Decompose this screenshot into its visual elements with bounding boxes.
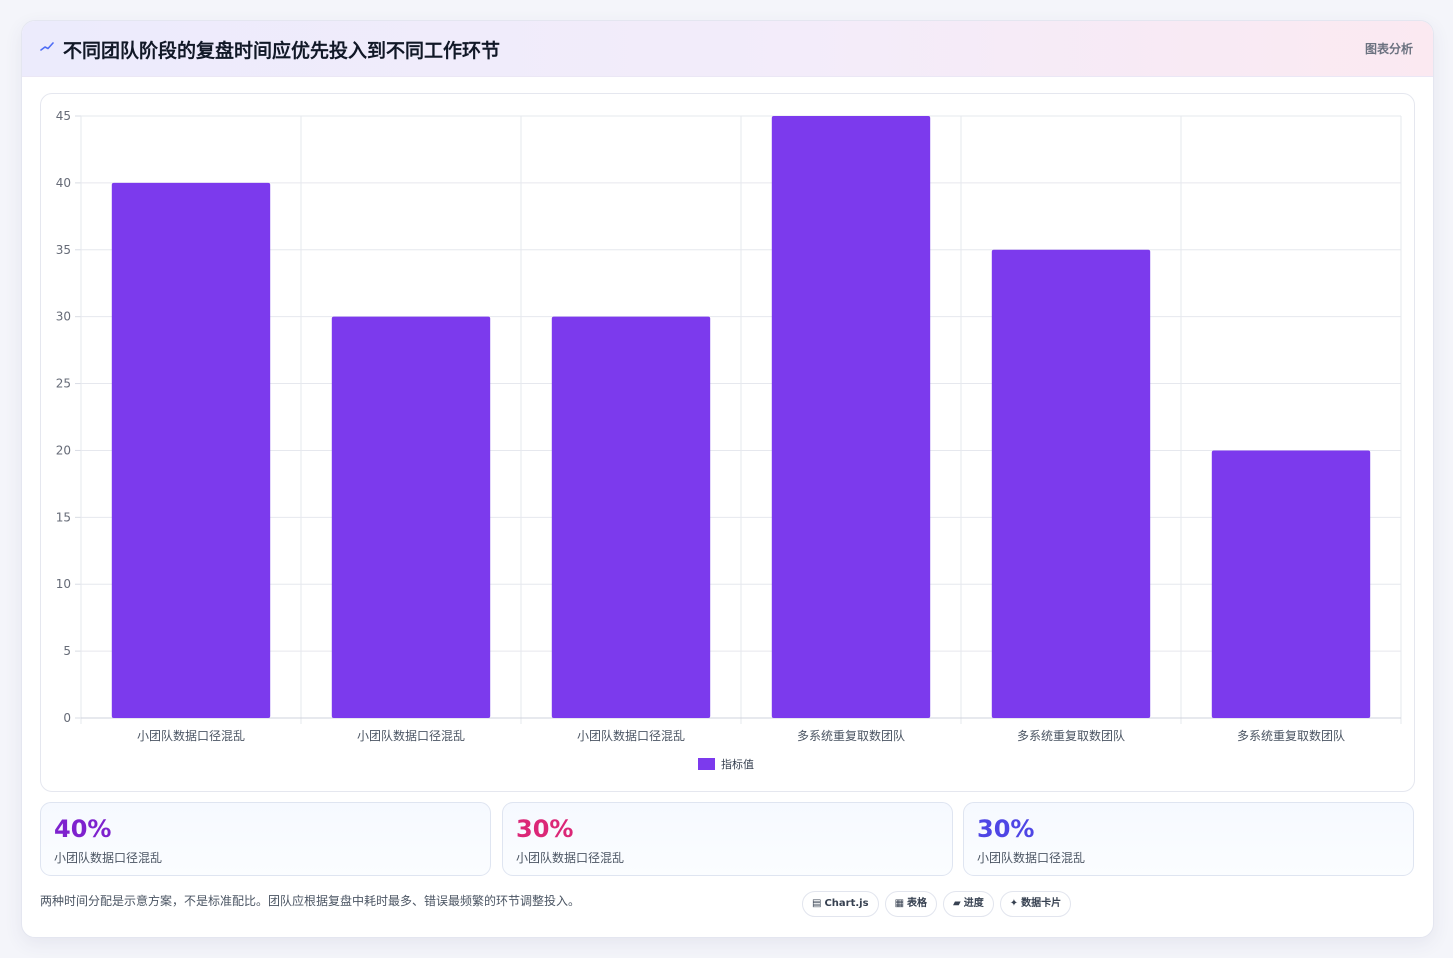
stat-label: 小团队数据口径混乱 (54, 851, 163, 865)
stat-card: 30% 小团队数据口径混乱 (502, 802, 953, 876)
bar (111, 182, 271, 718)
stat-value: 30% (516, 815, 574, 843)
chip-label: 数据卡片 (1021, 898, 1062, 909)
stat-card: 40% 小团队数据口径混乱 (40, 802, 491, 876)
chip-data-card[interactable]: ✦ 数据卡片 (999, 891, 1072, 917)
feature-chips: ▤ Chart.js ▦ 表格 ▰ 进度 ✦ 数据卡片 (802, 891, 1077, 917)
legend-label: 指标值 (721, 757, 754, 771)
y-tick-label: 40 (56, 176, 71, 190)
chip-table[interactable]: ▦ 表格 (884, 891, 938, 917)
chart-card: 不同团队阶段的复盘时间应优先投入到不同工作环节 图表分析 0 5 10 15 20 25 3… (21, 20, 1434, 938)
y-tick-label: 15 (56, 510, 71, 524)
page-title: 不同团队阶段的复盘时间应优先投入到不同工作环节 (63, 40, 501, 62)
x-tick-label: 小团队数据口径混乱 (577, 728, 685, 743)
footnote: 两种时间分配是示意方案，不是标准配比。团队应根据复盘中耗时最多、错误最频繁的环节… (40, 894, 581, 908)
y-tick-label: 20 (56, 443, 71, 457)
y-tick-label: 5 (63, 644, 71, 658)
chip-progress[interactable]: ▰ 进度 (943, 891, 994, 917)
bar (991, 249, 1151, 718)
chart-panel: 0 5 10 15 20 25 30 35 40 45 小团队数据口径混乱 小团队数据口径混乱 小团队数… (40, 93, 1415, 792)
y-tick-label: 30 (56, 310, 71, 324)
y-tick-label: 35 (56, 243, 71, 257)
stat-value: 30% (977, 815, 1035, 843)
x-tick-label: 多系统重复取数团队 (1017, 728, 1125, 743)
stat-label: 小团队数据口径混乱 (977, 851, 1086, 865)
stat-card: 30% 小团队数据口径混乱 (963, 802, 1414, 876)
x-tick-label: 多系统重复取数团队 (797, 728, 905, 743)
sparkle-icon: ✦ (1009, 898, 1019, 909)
y-tick-label: 25 (56, 377, 71, 391)
stat-label: 小团队数据口径混乱 (516, 851, 625, 865)
sparkline-icon (40, 42, 54, 51)
chip-chartjs[interactable]: ▤ Chart.js (802, 891, 879, 917)
chip-label: 表格 (907, 898, 928, 909)
x-tick-label: 小团队数据口径混乱 (137, 728, 245, 743)
x-tick-label: 多系统重复取数团队 (1237, 728, 1345, 743)
progress-icon: ▰ (953, 898, 961, 909)
chip-label: Chart.js (824, 898, 869, 909)
chart-analysis-tag: 图表分析 (1364, 42, 1413, 56)
chart-icon: ▤ (812, 898, 822, 909)
card-header: 不同团队阶段的复盘时间应优先投入到不同工作环节 图表分析 (22, 21, 1433, 77)
stat-value: 40% (54, 815, 112, 843)
y-tick-label: 10 (56, 577, 71, 591)
table-icon: ▦ (894, 898, 905, 909)
bar (771, 116, 931, 718)
bar (1211, 450, 1371, 718)
bar (551, 316, 711, 718)
bar (331, 316, 491, 718)
x-tick-label: 小团队数据口径混乱 (357, 728, 465, 743)
y-tick-label: 0 (63, 711, 71, 725)
legend-swatch (698, 758, 715, 770)
chip-label: 进度 (963, 898, 984, 909)
y-tick-label: 45 (56, 109, 71, 123)
bar-chart: 0 5 10 15 20 25 30 35 40 45 小团队数据口径混乱 小团队数据口径混乱 小团队数… (56, 109, 1402, 771)
